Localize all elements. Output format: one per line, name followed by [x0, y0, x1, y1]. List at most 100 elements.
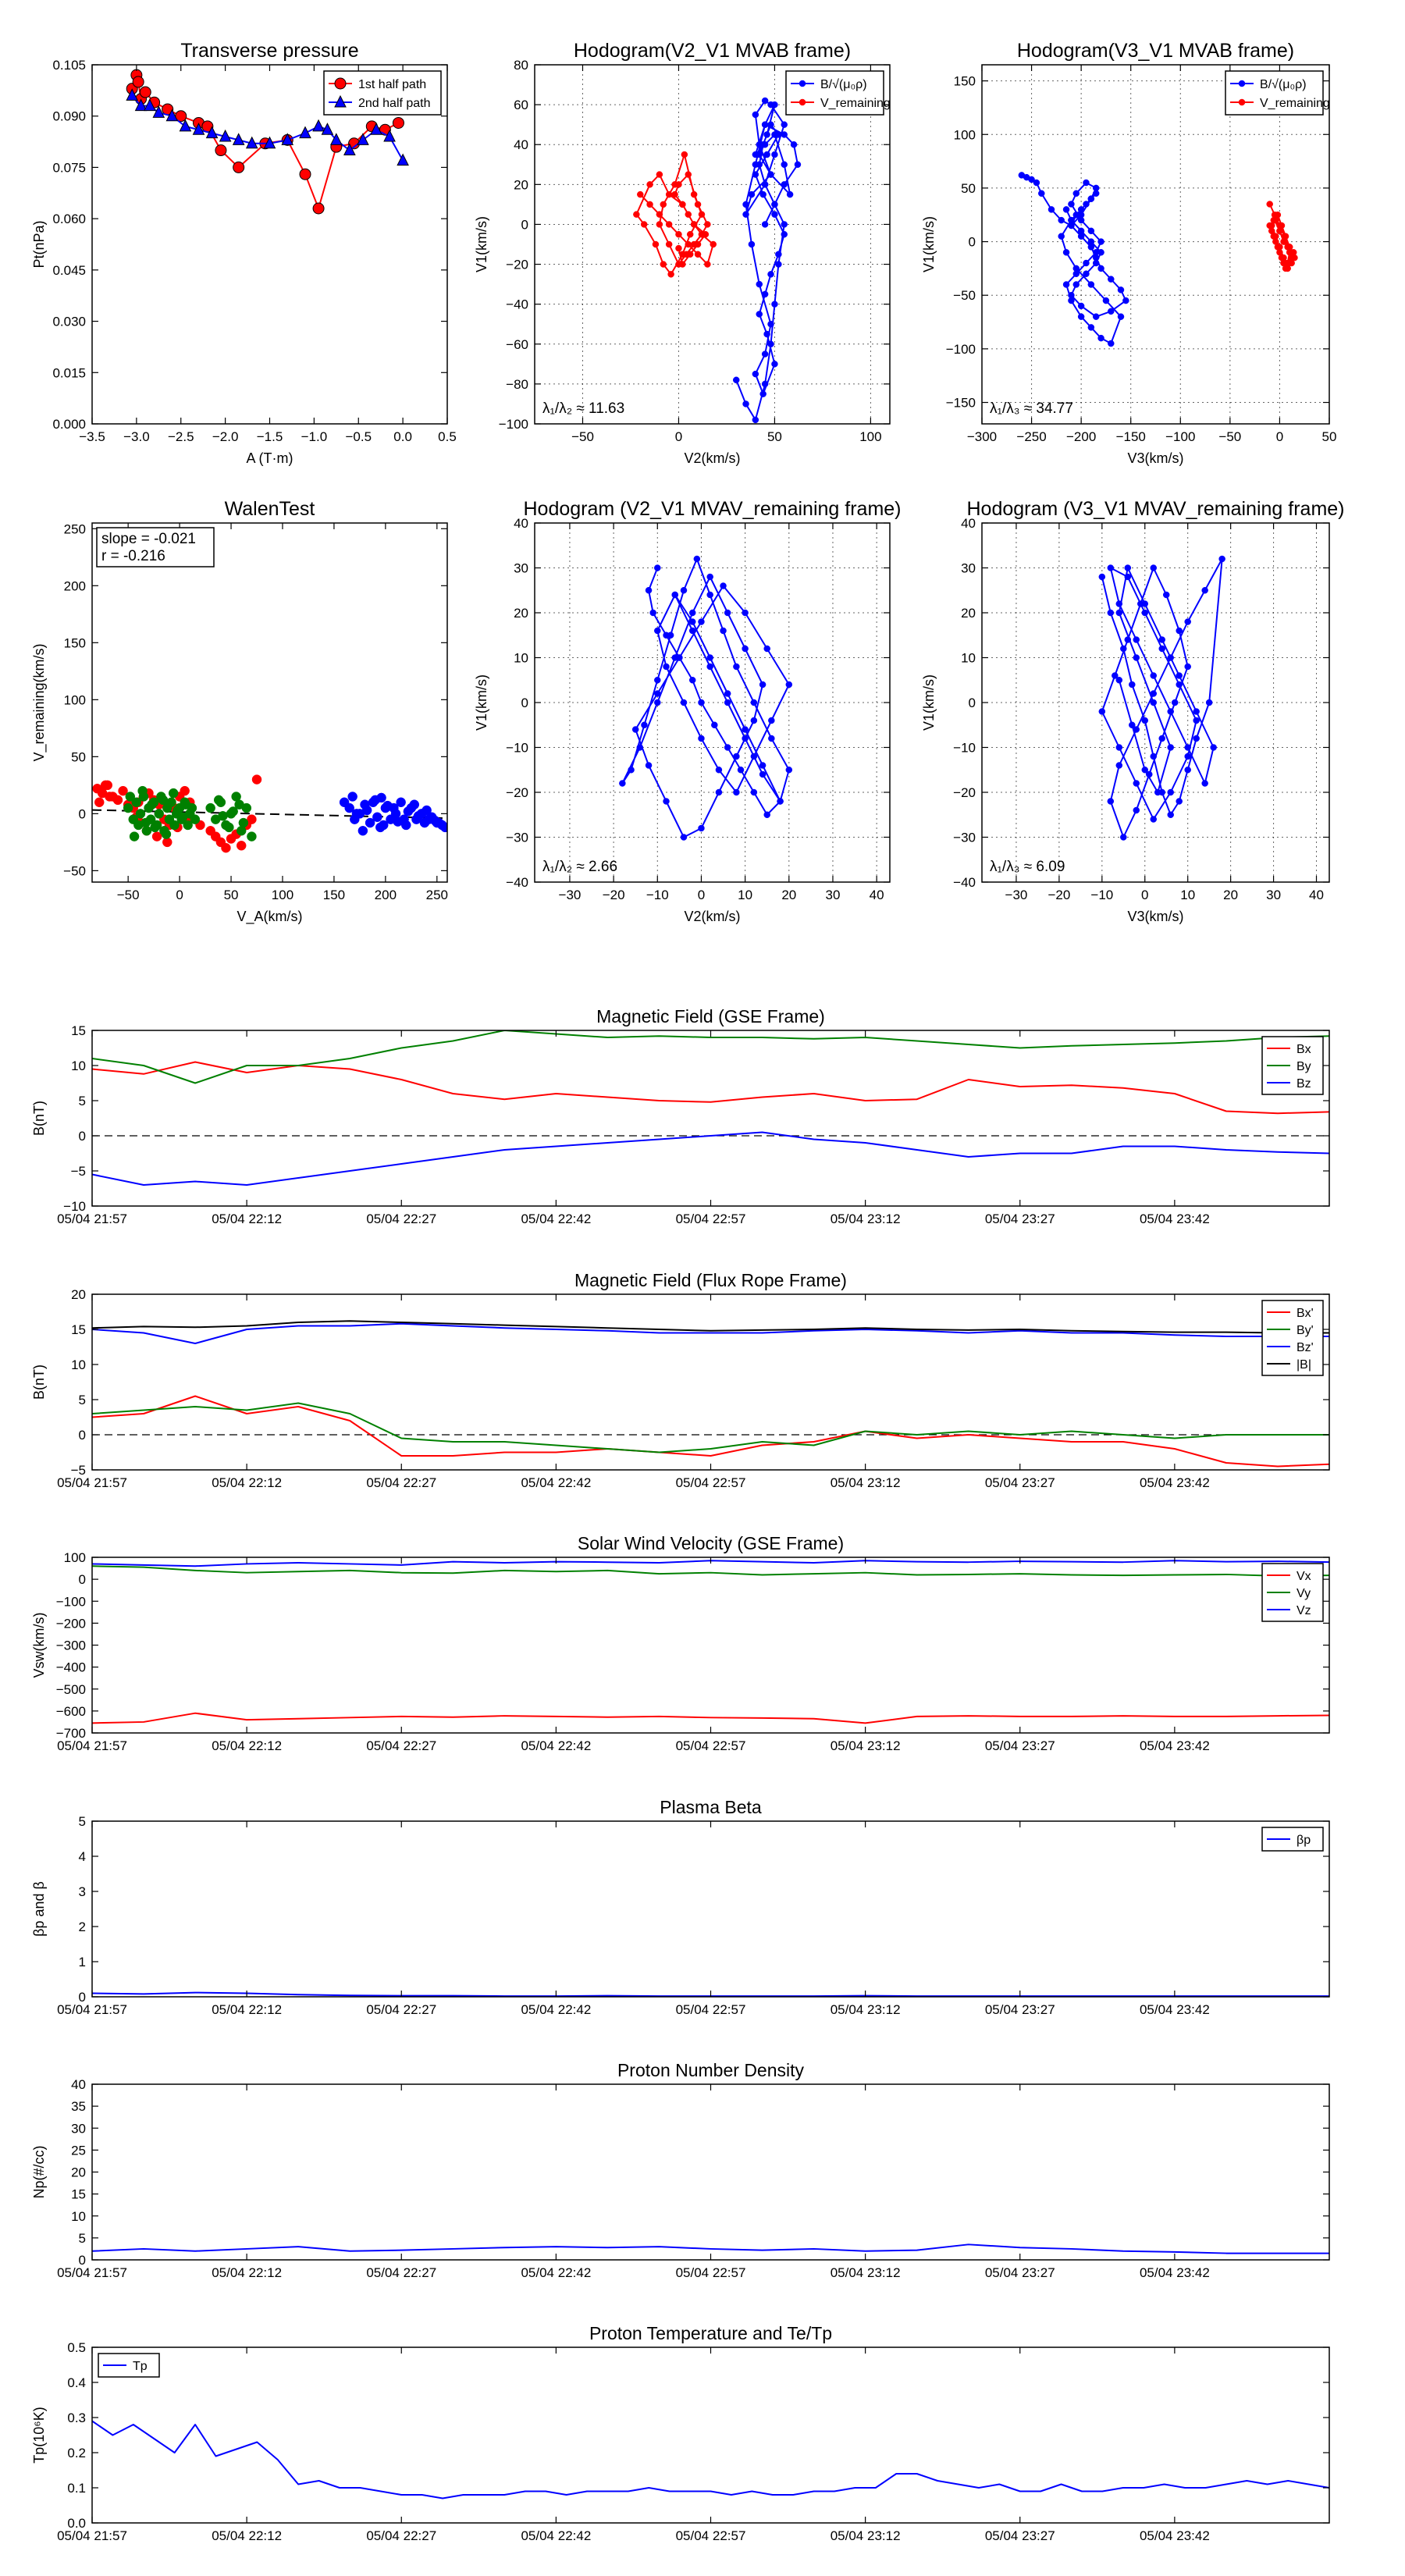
y-axis-label: Tp(10⁶K) — [31, 2407, 47, 2463]
y-tick-label: 150 — [64, 635, 86, 650]
x-tick-label: 30 — [1266, 888, 1281, 902]
data-point — [1146, 770, 1153, 778]
y-axis-label: βp and β — [31, 1881, 47, 1937]
data-point — [1124, 573, 1132, 581]
x-tick-label: 40 — [1309, 888, 1324, 902]
x-tick-label: −300 — [967, 429, 997, 444]
data-point — [1028, 176, 1035, 183]
x-tick-label: −50 — [1218, 429, 1241, 444]
legend-marker — [334, 77, 347, 90]
x-tick-label: 05/04 23:12 — [831, 2528, 901, 2543]
data-point — [1133, 636, 1140, 643]
data-point — [382, 800, 393, 811]
data-point — [732, 376, 740, 384]
data-point — [247, 831, 257, 841]
data-point — [1141, 609, 1149, 617]
data-point — [790, 141, 798, 148]
data-point — [219, 129, 232, 142]
x-tick-label: 250 — [426, 888, 448, 902]
data-point — [232, 133, 245, 145]
data-point — [667, 632, 674, 639]
x-axis-label: V_A(km/s) — [237, 909, 302, 925]
x-tick-label: −50 — [117, 888, 140, 902]
data-point — [771, 361, 778, 368]
y-tick-label: −50 — [63, 863, 86, 878]
series-line — [735, 100, 799, 421]
legend-label: Vz — [1297, 1604, 1311, 1617]
data-point — [676, 654, 683, 661]
data-point — [768, 717, 775, 724]
x-tick-label: −30 — [1005, 888, 1028, 902]
data-point — [1098, 573, 1106, 581]
x-tick-label: −30 — [559, 888, 582, 902]
data-point — [1184, 618, 1191, 625]
x-tick-label: 50 — [1322, 429, 1337, 444]
data-point — [640, 221, 648, 228]
chart-title: Hodogram (V3_V1 MVAV_remaining frame) — [967, 498, 1345, 520]
data-point — [763, 811, 770, 818]
data-point — [132, 76, 144, 88]
data-point — [710, 240, 717, 248]
data-point — [1141, 767, 1149, 774]
y-tick-label: 0 — [79, 1428, 86, 1443]
legend: B/√(μ₀ρ) V_remaining — [1225, 70, 1330, 116]
data-point — [94, 797, 105, 808]
data-point — [440, 822, 447, 833]
series-b- — [732, 97, 802, 424]
data-point — [263, 136, 276, 149]
legend-marker — [799, 80, 806, 87]
data-point — [321, 123, 334, 135]
y-tick-label: 0.5 — [67, 2340, 86, 2355]
data-point — [1083, 259, 1090, 267]
panel-hodo_v2v1_mvav: Hodogram (V2_V1 MVAV_remaining frame) −30… — [474, 498, 902, 924]
data-point — [665, 190, 673, 198]
data-point — [177, 812, 188, 823]
data-point — [742, 201, 749, 208]
data-point — [1167, 708, 1174, 715]
y-tick-label: 2 — [79, 1920, 86, 1934]
data-point — [1072, 211, 1080, 219]
data-point — [1150, 816, 1158, 823]
data-point — [1120, 834, 1127, 841]
y-axis-label: V1(km/s) — [474, 216, 489, 272]
series-bx- — [92, 1395, 1329, 1468]
x-tick-label: 05/04 21:57 — [57, 1738, 127, 1753]
data-point — [180, 799, 191, 809]
data-point — [733, 753, 740, 760]
x-tick-label: −1.5 — [257, 429, 283, 444]
data-point — [685, 171, 692, 178]
data-point — [1062, 281, 1070, 288]
x-tick-label: 05/04 22:12 — [212, 2528, 282, 2543]
data-point — [1167, 811, 1174, 818]
data-point — [756, 141, 763, 148]
legend-label: Bz — [1297, 1077, 1311, 1091]
data-point — [756, 311, 763, 318]
stats-text: slope = -0.021 — [101, 531, 196, 547]
legend-label: 1st half path — [358, 78, 426, 91]
data-point — [763, 151, 770, 158]
x-tick-label: 05/04 22:27 — [366, 2002, 436, 2017]
data-point — [681, 151, 688, 158]
data-point — [1077, 227, 1085, 235]
series-v-remaining — [633, 151, 717, 278]
data-point — [752, 151, 759, 158]
data-point — [1167, 654, 1174, 661]
y-tick-label: −10 — [63, 1199, 86, 1214]
data-point — [1115, 677, 1123, 684]
x-tick-label: 05/04 21:57 — [57, 2528, 127, 2543]
data-point — [794, 161, 802, 169]
data-point — [1184, 663, 1191, 671]
y-tick-label: −150 — [946, 396, 976, 411]
data-point — [663, 798, 670, 805]
data-point — [105, 792, 115, 802]
data-point — [1284, 265, 1291, 272]
data-point — [733, 663, 740, 671]
data-point — [365, 817, 375, 828]
stats-box — [96, 527, 215, 568]
y-tick-label: 5 — [79, 1094, 86, 1108]
data-point — [1272, 233, 1279, 240]
data-point — [118, 785, 128, 796]
data-point — [1068, 201, 1075, 208]
data-point — [761, 350, 769, 358]
y-axis-label: B(nT) — [31, 1101, 47, 1136]
